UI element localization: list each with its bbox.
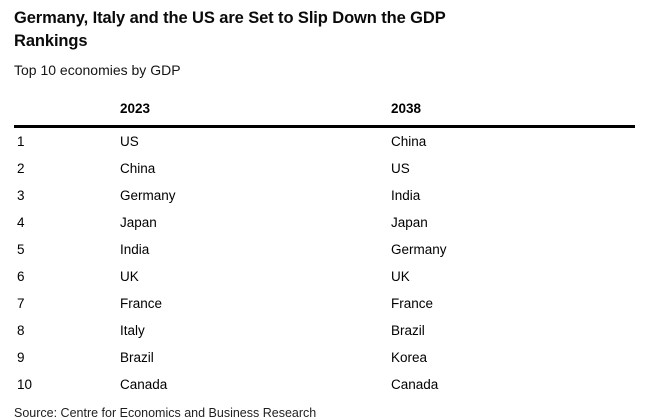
economy-2038-cell: US xyxy=(391,160,410,176)
table-row: 2 China US xyxy=(14,155,635,182)
rankings-table: 2023 2038 1 US China 2 China US 3 German… xyxy=(14,101,635,398)
rank-cell: 8 xyxy=(17,322,25,338)
rank-cell: 2 xyxy=(17,160,25,176)
rank-cell: 7 xyxy=(17,295,25,311)
economy-2038-cell: Germany xyxy=(391,241,447,257)
economy-2038-cell: Korea xyxy=(391,349,428,365)
economy-2038-cell: Brazil xyxy=(391,322,425,338)
table-row: 7 France France xyxy=(14,290,635,317)
table-row: 8 Italy Brazil xyxy=(14,317,635,344)
source-note: Source: Centre for Economics and Busines… xyxy=(14,405,317,420)
economy-2038-cell: Canada xyxy=(391,376,439,392)
rank-cell: 1 xyxy=(17,133,25,149)
economy-2023-cell: US xyxy=(120,133,139,149)
table-header-row: 2023 2038 xyxy=(14,101,635,128)
economy-2023-cell: Italy xyxy=(120,322,145,338)
rank-cell: 9 xyxy=(17,349,25,365)
economy-2038-cell: India xyxy=(391,187,421,203)
table-row: 3 Germany India xyxy=(14,182,635,209)
economy-2023-cell: India xyxy=(120,241,150,257)
column-header-2023: 2023 xyxy=(120,100,151,116)
rank-cell: 3 xyxy=(17,187,25,203)
table-row: 4 Japan Japan xyxy=(14,209,635,236)
table-row: 6 UK UK xyxy=(14,263,635,290)
rank-cell: 10 xyxy=(17,376,33,392)
table-row: 10 Canada Canada xyxy=(14,371,635,398)
table-row: 1 US China xyxy=(14,128,635,155)
economy-2038-cell: France xyxy=(391,295,434,311)
chart-title: Germany, Italy and the US are Set to Sli… xyxy=(14,9,446,50)
rank-cell: 4 xyxy=(17,214,25,230)
economy-2023-cell: Germany xyxy=(120,187,176,203)
table-row: 9 Brazil Korea xyxy=(14,344,635,371)
economy-2023-cell: Japan xyxy=(120,214,157,230)
economy-2023-cell: UK xyxy=(120,268,139,284)
economy-2038-cell: Japan xyxy=(391,214,428,230)
rank-cell: 5 xyxy=(17,241,25,257)
rank-cell: 6 xyxy=(17,268,25,284)
economy-2023-cell: Brazil xyxy=(120,349,154,365)
column-header-2038: 2038 xyxy=(391,100,422,116)
chart-subtitle: Top 10 economies by GDP xyxy=(14,61,181,78)
economy-2023-cell: Canada xyxy=(120,376,168,392)
economy-2023-cell: China xyxy=(120,160,156,176)
economy-2038-cell: China xyxy=(391,133,427,149)
economy-2038-cell: UK xyxy=(391,268,410,284)
table-row: 5 India Germany xyxy=(14,236,635,263)
economy-2023-cell: France xyxy=(120,295,163,311)
